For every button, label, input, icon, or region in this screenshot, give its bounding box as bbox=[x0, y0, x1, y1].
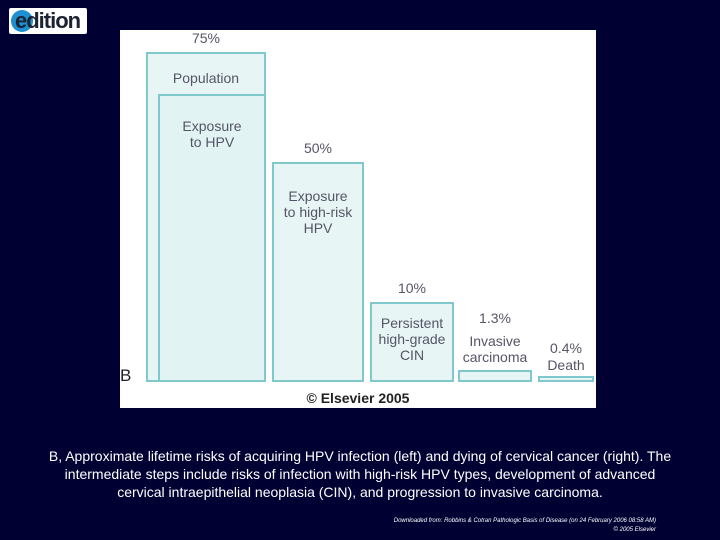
label-death: Death bbox=[547, 357, 585, 373]
bar-invasive-carcinoma bbox=[458, 370, 532, 382]
bar-high-risk-hpv bbox=[272, 162, 364, 382]
source-line-2: © 2005 Elsevier bbox=[613, 527, 656, 533]
label-invasive-carcinoma: Invasive carcinoma bbox=[462, 333, 528, 365]
percent-invasive-carcinoma: 1.3% bbox=[479, 310, 511, 326]
logo-text: edition bbox=[15, 8, 81, 33]
bar-cin bbox=[370, 302, 454, 382]
label-cin: Persistent high-grade CIN bbox=[378, 315, 446, 363]
logo-mark-icon bbox=[11, 10, 33, 32]
bar-exposure-hpv bbox=[158, 94, 266, 382]
figure-copyright: © Elsevier 2005 bbox=[306, 390, 410, 406]
percent-cin: 10% bbox=[397, 280, 427, 296]
percent-population: 75% bbox=[191, 30, 221, 46]
label-high-risk-hpv: Exposure to high-risk HPV bbox=[283, 188, 353, 236]
percent-death: 0.4% bbox=[550, 340, 582, 356]
label-population: Population bbox=[172, 70, 240, 86]
panel-label: B bbox=[120, 366, 132, 385]
source-line-1: Downloaded from: Robbins & Cotran Pathol… bbox=[393, 518, 656, 524]
figure-caption: B, Approximate lifetime risks of acquiri… bbox=[48, 448, 672, 500]
edition-logo: edition bbox=[9, 8, 87, 34]
label-exposure-hpv: Exposure to HPV bbox=[182, 118, 242, 150]
hpv-risk-figure: 75% Population Exposure to HPV 50% Expos… bbox=[120, 30, 596, 408]
percent-high-risk-hpv: 50% bbox=[303, 140, 333, 156]
source-credit: Downloaded from: Robbins & Cotran Pathol… bbox=[394, 517, 656, 535]
bar-death bbox=[538, 376, 594, 382]
